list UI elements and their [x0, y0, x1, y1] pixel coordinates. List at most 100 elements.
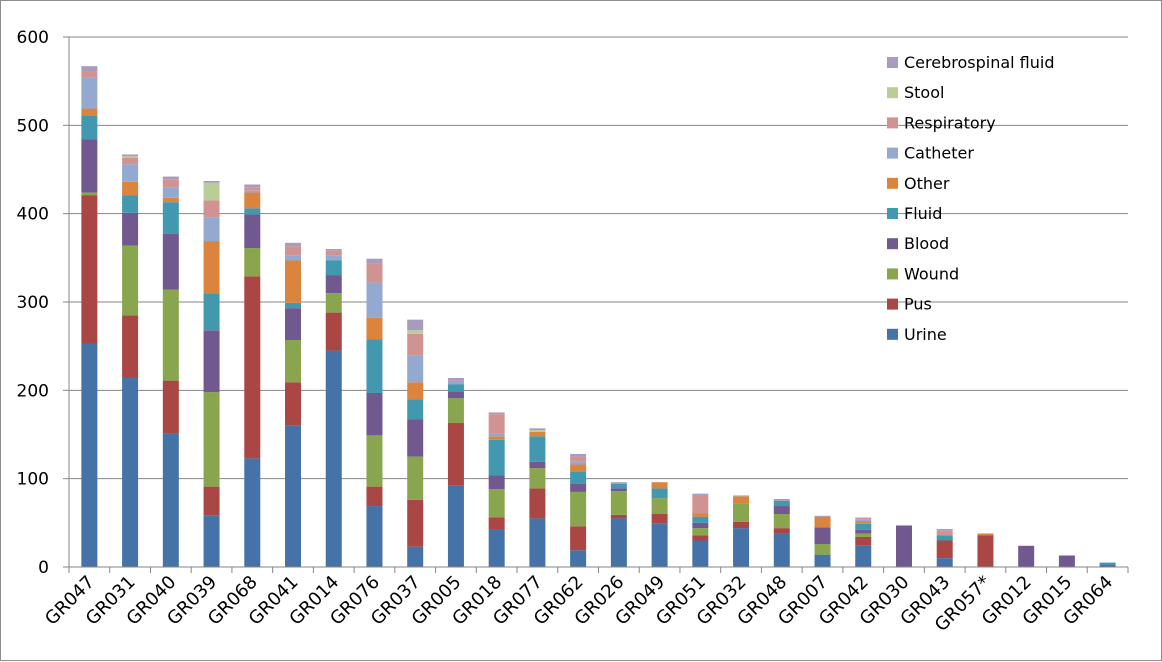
bar-segment-other — [244, 192, 261, 209]
bar-stack — [122, 154, 139, 567]
bar-segment-fluid — [1099, 562, 1116, 565]
bar-stack — [325, 249, 342, 567]
bar-stack — [610, 482, 627, 567]
bar-segment-other — [488, 436, 505, 440]
bar-segment-wound — [814, 544, 831, 555]
bar-segment-urine — [733, 528, 750, 567]
bar-segment-catheter — [447, 381, 464, 385]
legend: Cerebrospinal fluid Stool Respiratory Cathe… — [887, 53, 1055, 344]
bar-segment-fluid — [570, 471, 587, 484]
bar-segment-wound — [529, 468, 546, 489]
bar-segment-wound — [325, 293, 342, 313]
bar-segment-catheter — [407, 355, 424, 383]
bar-segment-urine — [692, 540, 709, 567]
bar-segment-stool — [203, 182, 220, 201]
bar-segment-fluid — [81, 115, 98, 140]
legend-label: Cerebrospinal fluid — [904, 53, 1055, 72]
bar-segment-wound — [162, 289, 179, 381]
bar-segment-urine — [936, 558, 953, 567]
bar-segment-other — [366, 317, 383, 340]
bar-segment-blood — [447, 391, 464, 399]
bar-segment-other — [162, 197, 179, 203]
y-tick-label: 0 — [38, 558, 49, 578]
y-tick-label: 500 — [17, 116, 49, 136]
bar-segment-urine — [529, 518, 546, 567]
bar-stack — [773, 498, 790, 567]
bar-segment-blood — [570, 483, 587, 492]
bar-segment-other — [692, 513, 709, 517]
bar-segment-blood — [895, 525, 912, 567]
bar-segment-urine — [570, 550, 587, 567]
legend-label: Fluid — [904, 204, 942, 223]
bar-segment-fluid — [407, 399, 424, 420]
bar-segment-wound — [692, 528, 709, 536]
bar-segment-pus — [81, 195, 98, 344]
bar-segment-other — [122, 181, 139, 196]
bar-segment-blood — [325, 275, 342, 294]
bar-segment-pus — [122, 315, 139, 378]
bar-segment-respiratory — [325, 250, 342, 256]
bar-segment-catheter — [162, 187, 179, 198]
bar-stack — [1058, 555, 1075, 567]
bar-stack — [977, 533, 994, 567]
bar-segment-urine — [447, 485, 464, 567]
bar-segment-other — [203, 241, 220, 294]
bar-segment-wound — [488, 489, 505, 518]
legend-label: Urine — [904, 325, 947, 344]
legend-label: Respiratory — [904, 113, 996, 132]
bar-segment-cerebrospinal-fluid — [733, 495, 750, 497]
bar-segment-respiratory — [407, 333, 424, 356]
bar-segment-urine — [773, 533, 790, 567]
bar-segment-pus — [203, 486, 220, 516]
legend-item: Respiratory — [887, 113, 996, 132]
bar-segment-respiratory — [692, 495, 709, 514]
bar-segment-pus — [447, 423, 464, 486]
bar-segment-wound — [407, 456, 424, 500]
bar-stack — [244, 184, 261, 567]
bar-segment-catheter — [855, 519, 872, 522]
bar-stack — [488, 412, 505, 567]
bar-segment-blood — [1058, 555, 1075, 567]
x-axis-ticks: GR047GR031GR040GR039GR068GR041GR014GR076… — [41, 567, 1129, 636]
bar-segment-cerebrospinal-fluid — [936, 529, 953, 531]
bar-segment-respiratory — [122, 158, 139, 165]
legend-label: Pus — [904, 295, 932, 314]
bar-segment-pus — [285, 382, 302, 426]
bar-segment-urine — [122, 377, 139, 567]
bar-segment-urine — [203, 515, 220, 567]
bar-segment-cerebrospinal-fluid — [529, 428, 546, 431]
bar-segment-catheter — [570, 461, 587, 465]
bar-stack — [855, 517, 872, 567]
legend-item: Cerebrospinal fluid — [887, 53, 1055, 72]
bar-stack — [936, 529, 953, 567]
bar-segment-blood — [122, 212, 139, 246]
bar-stack — [692, 493, 709, 567]
bar-segment-fluid — [488, 439, 505, 476]
legend-swatch — [887, 298, 898, 310]
bar-segment-blood — [285, 308, 302, 340]
bar-segment-fluid — [936, 535, 953, 541]
bar-stacks — [81, 66, 1116, 567]
bar-segment-cerebrospinal-fluid — [366, 258, 383, 264]
bar-segment-other — [733, 496, 750, 504]
bar-segment-pus — [325, 312, 342, 351]
legend-item: Other — [887, 174, 950, 193]
y-tick-label: 600 — [17, 28, 49, 48]
bar-segment-respiratory — [203, 200, 220, 218]
bar-segment-wound — [122, 245, 139, 316]
legend-swatch — [887, 328, 898, 340]
bar-segment-catheter — [488, 433, 505, 437]
bar-segment-stool — [407, 330, 424, 334]
bar-segment-cerebrospinal-fluid — [203, 180, 220, 183]
bar-stack — [285, 242, 302, 567]
legend-swatch — [887, 268, 898, 280]
bar-segment-urine — [162, 433, 179, 567]
bar-segment-pus — [733, 521, 750, 529]
bar-segment-wound — [733, 503, 750, 522]
bar-segment-cerebrospinal-fluid — [488, 412, 505, 415]
bar-segment-fluid — [244, 208, 261, 215]
bar-segment-wound — [773, 514, 790, 529]
bar-segment-blood — [488, 475, 505, 490]
bar-segment-catheter — [366, 282, 383, 318]
